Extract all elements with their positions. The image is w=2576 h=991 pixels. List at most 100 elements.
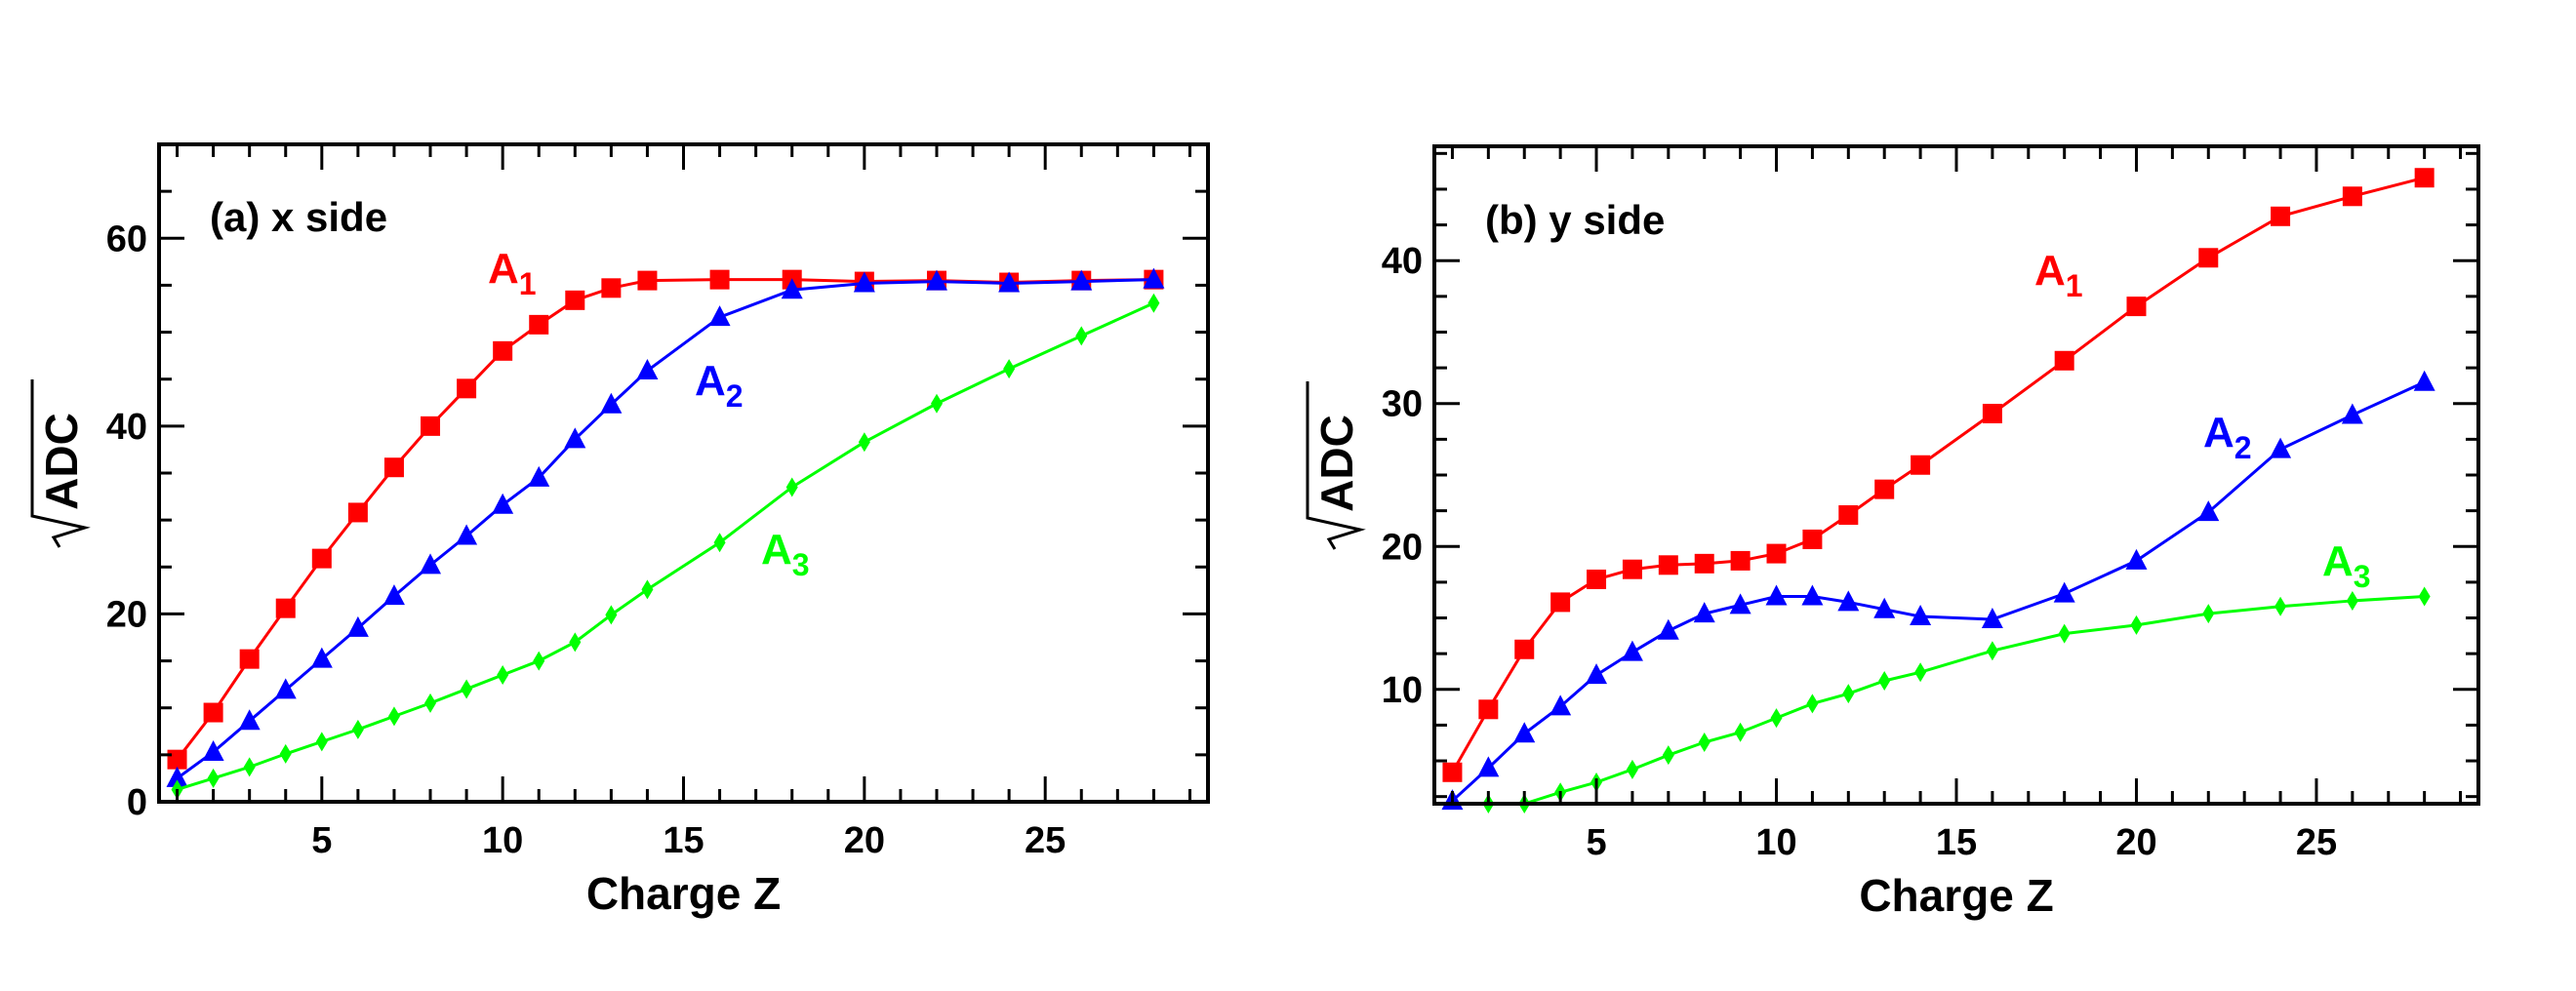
data-point-diamond [858,432,870,453]
x-tick-label: 5 [311,820,332,861]
data-point-triangle [310,647,333,668]
data-point-square [2271,206,2291,226]
series-line [176,278,1154,761]
data-point-diamond [1662,745,1674,766]
data-point-square [1911,455,1931,475]
data-point-square [565,290,585,310]
data-point-diamond [641,579,654,600]
x-tick-label: 25 [1025,820,1066,861]
data-point-square [239,649,260,669]
data-point-triangle [528,465,550,487]
data-point-diamond [1770,708,1783,729]
data-point-square [2198,248,2219,268]
data-point-triangle [382,584,405,606]
x-tick-label: 20 [844,820,885,861]
data-point-square [2126,297,2147,317]
data-point-square [1622,559,1642,579]
data-point-square [167,749,187,770]
data-point-diamond [1003,359,1016,379]
data-point-square [1442,762,1463,782]
data-point-square [1694,553,1714,574]
data-point-triangle [1550,694,1572,716]
data-point-square [1478,699,1499,720]
data-point-triangle [1693,602,1715,623]
y-axis-title: ADC [30,379,91,548]
data-point-triangle [2197,500,2220,522]
data-point-diamond [207,768,220,788]
data-point-diamond [461,679,473,699]
series-line [176,278,1154,780]
y-axis-title-text: ADC [1311,415,1362,512]
data-point-square [637,270,658,291]
data-point-triangle [2341,403,2363,424]
data-point-diamond [315,732,328,752]
series-label: A2 [695,357,744,414]
data-point-square [1838,505,1859,526]
data-point-square [1802,529,1823,549]
y-tick-label: 10 [1382,670,1423,711]
data-point-square [1874,479,1895,499]
y-tick-label: 60 [106,218,147,259]
data-point-triangle [1910,605,1932,626]
data-point-diamond [1698,732,1711,752]
data-point-triangle [998,271,1021,293]
data-point-triangle [1657,618,1679,640]
data-point-triangle [2270,437,2292,458]
data-point-triangle [1873,597,1896,618]
data-point-diamond [2346,590,2358,611]
data-point-triangle [1837,590,1860,612]
series-label-subscript: 2 [2234,430,2252,465]
data-point-square [1550,592,1571,613]
data-point-triangle [1765,584,1788,606]
data-point-diamond [1986,641,1998,661]
data-point-diamond [533,651,545,671]
data-point-square [601,278,622,298]
panel-x-side: (a) x side Charge Z ADC 5 10 15 20 25 0 20 40 60… [30,142,1210,919]
series-label-main: A [2203,409,2234,456]
data-point-triangle [708,305,731,327]
data-point-triangle [636,359,659,380]
panel-label: (a) x side [210,194,387,240]
plot-frame [1432,144,2480,806]
data-point-diamond [1914,662,1927,683]
data-point-diamond [2058,623,2071,644]
y-axis-title-text: ADC [36,413,87,510]
data-point-triangle [925,269,947,291]
sqrt-symbol [1306,381,1366,550]
data-point-diamond [1806,694,1819,714]
series-label-subscript: 3 [792,547,810,582]
data-point-square [709,269,730,290]
data-point-diamond [1147,293,1160,313]
data-point-square [1658,555,1678,575]
y-tick-label: 0 [127,782,147,823]
plot-frame [157,142,1210,804]
data-point-triangle [2053,581,2075,603]
data-point-triangle [1981,607,2003,628]
data-point-square [2342,186,2362,207]
data-point-square [2054,350,2074,371]
series-label-subscript: 3 [2354,559,2371,594]
series-label: A3 [2322,537,2371,594]
series-label-main: A [695,357,726,405]
data-point-square [275,598,296,618]
data-point-triangle [1513,722,1536,743]
data-point-diamond [1878,670,1891,691]
data-point-square [1730,550,1751,571]
data-point-triangle [781,278,803,299]
data-point-square [311,548,332,569]
data-point-triangle [564,427,586,449]
data-point-square [2414,168,2435,188]
data-point-square [529,314,549,335]
x-tick-label: 25 [2296,822,2337,863]
data-point-diamond [497,665,509,686]
series-line [1488,595,2425,806]
data-point-square [1766,543,1787,564]
data-point-square [1587,569,1607,589]
data-point-diamond [2202,604,2215,624]
data-point-triangle [274,678,297,699]
data-point-diamond [713,533,726,553]
x-tick-label: 15 [663,820,704,861]
data-point-triangle [2125,548,2148,570]
data-point-triangle [1477,756,1500,777]
data-point-triangle [2413,370,2435,391]
